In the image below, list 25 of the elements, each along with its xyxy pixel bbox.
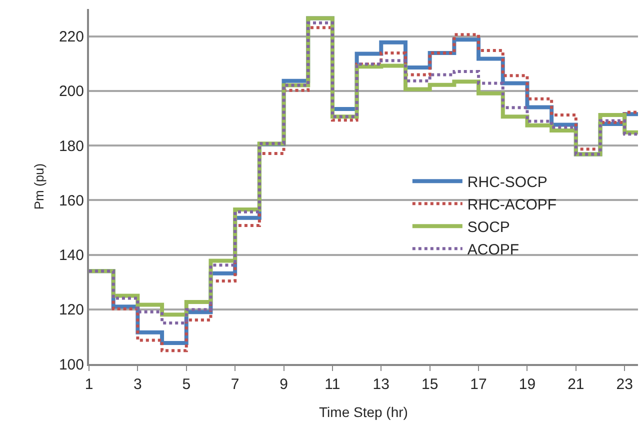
x-tick-label: 5 [182, 376, 191, 393]
y-tick-label: 220 [58, 28, 84, 46]
legend-label: RHC-ACOPF [467, 196, 557, 214]
y-tick-label: 120 [58, 302, 84, 319]
y-tick-label: 140 [58, 247, 84, 264]
x-tick-label: 9 [280, 376, 288, 393]
y-tick-label: 160 [58, 192, 84, 210]
y-tick-label: 100 [58, 356, 84, 374]
legend-label: ACOPF [467, 242, 520, 258]
x-tick-label: 17 [470, 376, 487, 393]
x-tick-label: 13 [372, 376, 390, 393]
x-tick-label: 23 [616, 376, 633, 393]
x-tick-label: 15 [421, 376, 438, 393]
x-tick-label: 1 [84, 376, 94, 393]
x-tick-label: 21 [568, 376, 584, 393]
legend-label: RHC-SOCP [467, 174, 548, 191]
y-tick-label: 200 [58, 83, 84, 100]
x-tick-label: 7 [230, 376, 240, 393]
x-tick-label: 3 [134, 376, 142, 393]
y-axis-title: Pm (pu) [31, 163, 46, 210]
x-tick-label: 19 [518, 376, 536, 393]
x-axis-title: Time Step (hr) [319, 404, 408, 420]
legend-label: SOCP [467, 219, 510, 236]
y-tick-label: 180 [58, 138, 84, 155]
x-tick-label: 11 [324, 376, 340, 393]
